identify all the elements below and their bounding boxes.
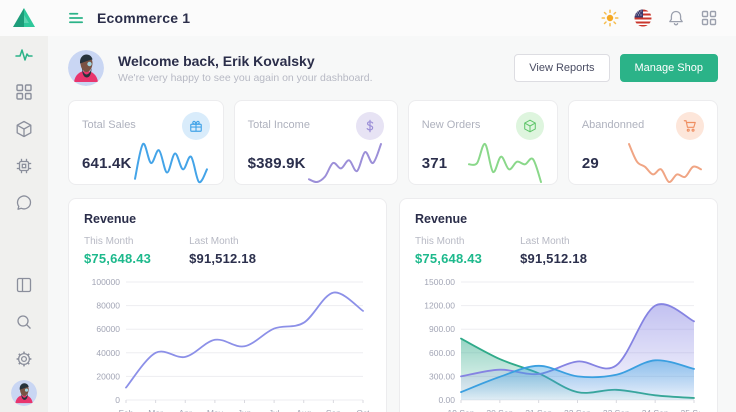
this-month-block: This Month $75,648.43 (84, 236, 151, 266)
stat-value: 641.4K (82, 154, 132, 172)
stat-label: New Orders (421, 119, 481, 131)
user-avatar[interactable] (68, 50, 104, 86)
sidebar (0, 0, 48, 412)
page-title: Ecommerce 1 (97, 10, 191, 26)
main-area: Ecommerce 1 (48, 0, 736, 412)
svg-text:Feb: Feb (119, 408, 134, 412)
hamburger-menu-icon[interactable] (68, 9, 85, 27)
language-us-flag-icon[interactable] (634, 9, 652, 27)
svg-text:19 Sep: 19 Sep (448, 408, 475, 412)
svg-text:40000: 40000 (96, 348, 120, 358)
stats-row: Total Sales 641.4K (68, 100, 718, 185)
notifications-bell-icon[interactable] (667, 9, 685, 27)
app-logo[interactable] (0, 0, 48, 36)
svg-text:Apr: Apr (179, 408, 192, 412)
cart-icon (676, 112, 704, 140)
apps-grid-icon[interactable] (700, 9, 718, 27)
last-month-label: Last Month (189, 236, 239, 247)
welcome-text: Welcome back, Erik Kovalsky We're very h… (118, 53, 373, 84)
last-month-label: Last Month (520, 236, 570, 247)
svg-text:Oct: Oct (356, 408, 369, 412)
charts-row: Revenue This Month $75,648.43 Last Month… (68, 198, 718, 412)
last-month-block: Last Month $91,512.18 (520, 236, 587, 266)
total-sales-sparkline (133, 142, 208, 184)
welcome-title: Welcome back, Erik Kovalsky (118, 52, 315, 69)
box-icon (515, 112, 544, 140)
sidebar-item-messages-chat[interactable] (15, 194, 33, 212)
svg-text:23 Sep: 23 Sep (603, 408, 630, 412)
new-orders-sparkline (467, 142, 542, 183)
sidebar-item-search[interactable] (15, 313, 33, 331)
last-month-block: Last Month $91,512.18 (189, 236, 256, 266)
svg-text:600.00: 600.00 (429, 348, 455, 358)
stat-card-new-orders[interactable]: New Orders 371 (407, 100, 558, 185)
last-month-value: $91,512.18 (520, 251, 588, 266)
stat-value: 29 (581, 154, 599, 172)
chart-title: Revenue (84, 212, 137, 226)
stat-card-total-income[interactable]: Total Income $389.9K (233, 100, 398, 185)
dollar-icon (355, 112, 384, 140)
sidebar-item-dashboard[interactable] (15, 83, 33, 101)
svg-text:0.00: 0.00 (438, 395, 455, 405)
svg-text:100000: 100000 (92, 277, 121, 287)
chart-title: Revenue (415, 212, 468, 226)
svg-text:Jun: Jun (238, 408, 252, 412)
abandonned-sparkline (628, 143, 702, 184)
this-month-label: This Month (415, 236, 465, 247)
stat-label: Abandonned (581, 119, 645, 131)
this-month-block: This Month $75,648.43 (415, 236, 482, 266)
this-month-label: This Month (84, 236, 134, 247)
svg-text:25 Sep: 25 Sep (681, 408, 700, 412)
stat-value: $389.9K (247, 154, 306, 172)
svg-text:60000: 60000 (96, 324, 120, 334)
welcome-actions: View Reports Manage Shop (514, 54, 718, 82)
svg-text:22 Sep: 22 Sep (564, 408, 591, 412)
svg-text:Mar: Mar (148, 408, 163, 412)
welcome-banner: Welcome back, Erik Kovalsky We're very h… (68, 50, 718, 86)
stat-label: Total Income (247, 119, 310, 131)
stat-card-total-sales[interactable]: Total Sales 641.4K (68, 100, 224, 185)
svg-text:20000: 20000 (96, 371, 120, 381)
last-month-value: $91,512.18 (189, 251, 257, 266)
header-actions (601, 9, 718, 27)
revenue-card-daily: Revenue This Month $75,648.43 Last Month… (399, 198, 718, 412)
svg-text:24 Sep: 24 Sep (642, 408, 669, 412)
gift-icon (181, 112, 210, 140)
content: Welcome back, Erik Kovalsky We're very h… (48, 36, 736, 412)
svg-text:1500.00: 1500.00 (424, 277, 455, 287)
sidebar-item-products-box[interactable] (15, 120, 33, 138)
revenue-card-monthly: Revenue This Month $75,648.43 Last Month… (68, 198, 387, 412)
svg-text:20 Sep: 20 Sep (486, 408, 513, 412)
this-month-value: $75,648.43 (84, 251, 152, 266)
sidebar-item-settings-gear[interactable] (15, 350, 33, 368)
this-month-value: $75,648.43 (415, 251, 483, 266)
theme-sun-icon[interactable] (601, 9, 619, 27)
top-header: Ecommerce 1 (48, 0, 736, 36)
svg-text:21 Sep: 21 Sep (525, 408, 552, 412)
svg-text:900.00: 900.00 (429, 324, 455, 334)
manage-shop-button[interactable]: Manage Shop (619, 54, 718, 82)
revenue-line-chart: 0 20000 40000 60000 80000 100000 Feb Mar Apr May J… (92, 277, 369, 412)
sidebar-item-integrations-cpu[interactable] (15, 157, 33, 175)
revenue-area-chart: 0.00 300.00 600.00 900.00 1200.00 1500.00 19 S… (424, 277, 700, 412)
total-income-sparkline (307, 143, 382, 184)
sidebar-user-avatar[interactable] (11, 380, 37, 406)
svg-text:80000: 80000 (96, 301, 120, 311)
svg-text:May: May (207, 408, 224, 412)
stat-label: Total Sales (82, 119, 136, 131)
svg-text:Jul: Jul (269, 408, 280, 412)
svg-text:Sep: Sep (326, 408, 341, 412)
sidebar-item-pages-layout[interactable] (15, 276, 33, 294)
logo-triangle-icon (13, 8, 35, 27)
stat-card-abandonned[interactable]: Abandonned 29 (567, 100, 718, 185)
svg-text:0: 0 (115, 395, 120, 405)
svg-text:1200.00: 1200.00 (424, 301, 455, 311)
view-reports-button[interactable]: View Reports (514, 54, 610, 82)
sidebar-item-activity[interactable] (15, 46, 33, 64)
stat-value: 371 (421, 154, 448, 172)
svg-text:300.00: 300.00 (429, 371, 455, 381)
svg-text:Aug: Aug (296, 408, 311, 412)
welcome-subtitle: We're very happy to see you again on you… (118, 71, 373, 84)
